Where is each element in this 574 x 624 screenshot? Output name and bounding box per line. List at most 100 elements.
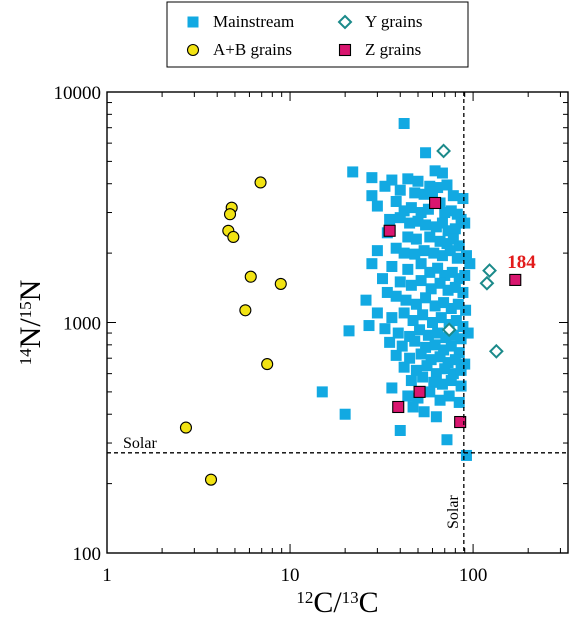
point-mainstream xyxy=(316,386,328,398)
point-mainstream xyxy=(420,292,432,304)
point-mainstream xyxy=(405,375,417,387)
point-mainstream xyxy=(430,368,442,380)
point-mainstream xyxy=(445,375,457,387)
point-mainstream xyxy=(398,307,410,319)
point-mainstream xyxy=(425,354,437,366)
point-mainstream xyxy=(449,281,461,293)
point-y-grains xyxy=(482,263,497,278)
annotation-184: 184 xyxy=(507,252,536,273)
point-mainstream xyxy=(417,371,429,383)
x-axis-label: 12C/13C xyxy=(296,586,378,619)
point-mainstream xyxy=(447,233,459,245)
point-mainstream xyxy=(412,215,424,227)
x-tick-label: 10 xyxy=(281,565,300,586)
point-mainstream xyxy=(459,358,471,370)
point-mainstream xyxy=(434,351,446,363)
legend-label-y-grains: Y grains xyxy=(365,12,422,31)
point-mainstream xyxy=(424,231,436,243)
point-z-grains xyxy=(383,224,396,237)
point-mainstream xyxy=(366,172,378,184)
point-a-b-grains xyxy=(227,230,240,244)
point-a-b-grains xyxy=(179,421,193,434)
point-a-b-grains xyxy=(274,277,287,290)
solar-vertical-label: Solar xyxy=(445,495,462,529)
point-mainstream xyxy=(445,205,457,217)
point-mainstream xyxy=(414,324,426,336)
point-mainstream xyxy=(366,190,378,202)
legend-marker-mainstream xyxy=(187,16,199,28)
point-mainstream xyxy=(420,341,432,353)
point-mainstream xyxy=(460,449,472,461)
point-a-b-grains xyxy=(261,358,274,371)
point-mainstream xyxy=(452,298,464,310)
point-mainstream xyxy=(415,207,427,219)
legend-label-a-b-grains: A+B grains xyxy=(213,40,292,59)
point-mainstream xyxy=(417,309,429,321)
point-mainstream xyxy=(409,335,421,347)
legend-marker-z-grains xyxy=(338,43,352,57)
point-mainstream xyxy=(445,303,457,315)
point-mainstream xyxy=(377,273,389,285)
point-mainstream xyxy=(398,205,410,217)
point-mainstream xyxy=(424,386,436,398)
point-mainstream xyxy=(460,304,472,316)
point-mainstream xyxy=(398,118,410,130)
y-tick-label: 100 xyxy=(73,544,102,565)
data-marks xyxy=(179,118,522,486)
point-mainstream xyxy=(392,327,404,339)
point-mainstream xyxy=(447,329,459,341)
axis-labels: 12C/13C 14N/15N xyxy=(14,280,379,619)
point-mainstream xyxy=(457,321,469,333)
point-mainstream xyxy=(432,262,444,274)
point-mainstream xyxy=(402,173,414,185)
point-mainstream xyxy=(432,327,444,339)
point-mainstream xyxy=(436,167,448,179)
point-mainstream xyxy=(460,250,472,262)
y-tick-label: 10000 xyxy=(54,83,102,104)
x-tick-label: 1 xyxy=(102,565,112,586)
point-z-grains xyxy=(509,273,522,286)
point-mainstream xyxy=(455,380,467,392)
point-mainstream xyxy=(420,219,432,231)
point-mainstream xyxy=(447,368,459,380)
point-a-b-grains xyxy=(223,208,237,221)
point-mainstream xyxy=(418,245,430,257)
point-mainstream xyxy=(386,312,398,324)
point-mainstream xyxy=(390,290,402,302)
point-y-grains xyxy=(441,322,457,338)
point-mainstream xyxy=(386,260,398,272)
point-a-b-grains xyxy=(239,304,252,317)
point-mainstream xyxy=(439,363,451,375)
point-mainstream xyxy=(457,286,469,298)
point-mainstream xyxy=(455,364,467,376)
point-mainstream xyxy=(436,378,448,390)
point-mainstream xyxy=(451,252,463,264)
point-mainstream xyxy=(384,213,396,225)
point-mainstream xyxy=(426,317,438,328)
point-mainstream xyxy=(405,202,417,214)
point-mainstream xyxy=(394,424,406,436)
point-mainstream xyxy=(415,275,427,287)
point-mainstream xyxy=(464,258,476,270)
point-mainstream xyxy=(371,245,383,257)
point-mainstream xyxy=(434,394,446,406)
legend-marker-y-grains xyxy=(337,14,353,30)
point-mainstream xyxy=(398,361,410,373)
point-mainstream xyxy=(407,315,419,327)
point-mainstream xyxy=(402,231,414,243)
point-y-grains xyxy=(436,143,452,159)
point-mainstream xyxy=(453,347,465,359)
point-mainstream xyxy=(371,307,383,319)
point-mainstream xyxy=(457,193,469,205)
point-mainstream xyxy=(425,283,437,295)
point-mainstream xyxy=(410,364,422,376)
point-mainstream xyxy=(379,180,391,192)
point-mainstream xyxy=(347,166,359,178)
point-mainstream xyxy=(366,258,378,270)
point-mainstream xyxy=(438,297,450,309)
point-mainstream xyxy=(394,276,406,288)
point-z-grains xyxy=(413,385,426,398)
point-mainstream xyxy=(449,223,461,235)
point-mainstream xyxy=(441,179,453,191)
